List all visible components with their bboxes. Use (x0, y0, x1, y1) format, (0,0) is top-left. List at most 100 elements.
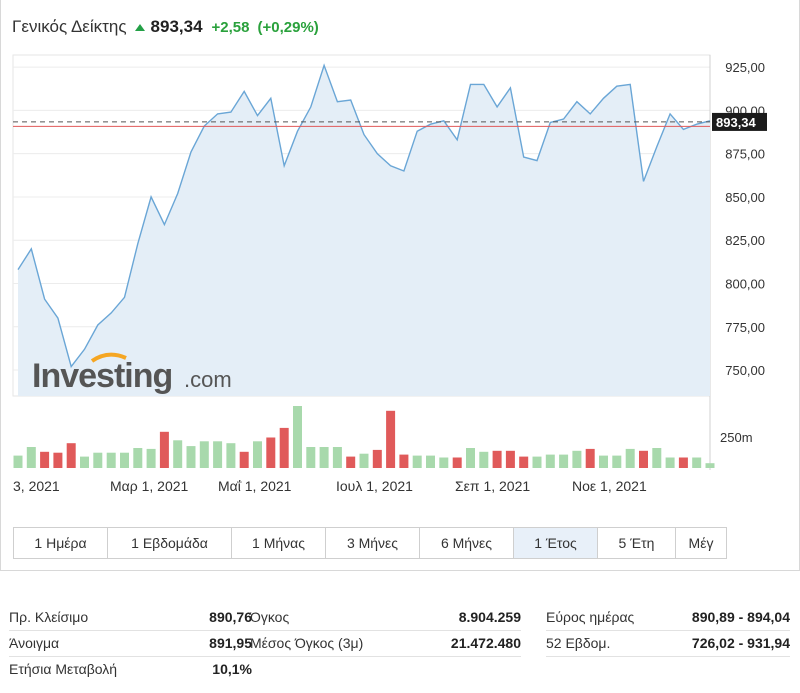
volume-bar (426, 455, 435, 468)
stats-column-1: Πρ. Κλείσιμο 890,76 Άνοιγμα 891,95 Ετήσια Με… (9, 605, 252, 682)
volume-bar (40, 451, 50, 468)
volume-bar (505, 450, 515, 468)
volume-bar (319, 447, 329, 468)
quote-header: Γενικός Δείκτης 893,34 +2,58 (+0,29%) (12, 14, 327, 40)
volume-bar (466, 448, 475, 468)
volume-bar (186, 446, 196, 468)
volume-bar (159, 431, 169, 468)
price-chart[interactable]: Investing .com 925,00900,00875,00850,008… (0, 40, 800, 500)
volume-bar (678, 457, 688, 468)
stat-value: 890,76 (209, 609, 252, 625)
tab-period[interactable]: Μέγ (688, 535, 714, 551)
y-tick-label: 775,00 (725, 320, 765, 335)
last-price-badge-label: 893,34 (716, 115, 757, 130)
stat-row: Μέσος Όγκος (3μ) 21.472.480 (250, 631, 521, 657)
stat-row: Εύρος ημέρας 890,89 - 894,04 (546, 605, 790, 631)
volume-bar (226, 443, 236, 468)
volume-bar (625, 448, 635, 468)
volume-bar (599, 455, 608, 468)
volume-bar (372, 449, 382, 468)
volume-bar (146, 448, 156, 468)
price-change-percent: (+0,29%) (257, 18, 319, 36)
x-axis: 3, 2021 Μαρ 1, 2021 Μαΐ 1, 2021 Ιουλ 1, 202… (13, 478, 647, 494)
volume-bar (585, 448, 595, 468)
volume-bar (66, 443, 76, 468)
last-price-badge: 893,34 (712, 112, 767, 131)
volume-bar (639, 450, 648, 468)
tab-period[interactable]: 1 Μήνας (232, 528, 326, 558)
y-axis: 925,00900,00875,00850,00825,00800,00775,… (720, 60, 765, 445)
price-change: +2,58 (211, 18, 250, 36)
volume-bar (13, 455, 23, 468)
volume-bar (332, 447, 342, 468)
up-arrow-icon (134, 23, 145, 31)
volume-bar (386, 410, 396, 468)
stat-value: 891,95 (209, 635, 252, 651)
volume-bar (399, 454, 409, 468)
stat-value: 21.472.480 (450, 635, 521, 651)
x-tick-label: Μαΐ 1, 2021 (218, 478, 292, 494)
y-tick-label: 850,00 (725, 190, 765, 205)
tab-period[interactable]: 1 Έτος (514, 528, 598, 558)
volume-bar (173, 440, 183, 468)
x-tick-label: Ιουλ 1, 2021 (336, 478, 413, 494)
stat-label: Πρ. Κλείσιμο (9, 609, 89, 625)
stats-column-3: Εύρος ημέρας 890,89 - 894,04 52 Εβδομ. 726,… (546, 605, 790, 657)
x-tick-label: Σεπ 1, 2021 (455, 478, 530, 494)
svg-text:Investing: Investing (32, 357, 172, 395)
volume-bar (239, 451, 249, 468)
investing-logo: Investing .com (32, 352, 232, 395)
volume-bar (26, 447, 36, 468)
volume-tick-label: 250m (720, 430, 753, 445)
tab-period[interactable]: 6 Μήνες (420, 528, 514, 558)
volume-bar (346, 456, 356, 468)
volume-bar (652, 448, 662, 468)
stat-value: 8.904.259 (458, 609, 521, 625)
x-tick-label: Μαρ 1, 2021 (110, 478, 189, 494)
volume-bar (106, 452, 116, 468)
stat-row: Όγκος 8.904.259 (250, 605, 521, 631)
x-tick-label: Νοε 1, 2021 (572, 478, 647, 494)
stat-value: 890,89 - 894,04 (691, 609, 790, 625)
stats-column-2: Όγκος 8.904.259 Μέσος Όγκος (3μ) 21.472.480 (250, 605, 521, 657)
volume-bar (213, 441, 223, 468)
stat-value: 10,1% (212, 661, 252, 677)
volume-bar (359, 453, 369, 468)
volume-bar (199, 441, 209, 468)
volume-bar (545, 454, 555, 468)
stat-row: 52 Εβδομ. 726,02 - 931,94 (546, 631, 790, 657)
stat-label: 52 Εβδομ. (546, 635, 611, 651)
stat-label: Ετήσια Μεταβολή (9, 661, 118, 677)
index-name: Γενικός Δείκτης (12, 17, 127, 36)
y-tick-label: 925,00 (725, 60, 765, 75)
last-price: 893,34 (150, 17, 203, 36)
stat-label: Άνοιγμα (9, 635, 60, 651)
stat-label: Μέσος Όγκος (3μ) (250, 635, 364, 651)
volume-bar (93, 452, 103, 468)
volume-bar (279, 427, 289, 468)
y-tick-label: 800,00 (725, 276, 765, 291)
stat-row: Άνοιγμα 891,95 (9, 631, 252, 657)
volume-bar (612, 455, 622, 468)
price-area (18, 65, 710, 397)
volume-bar (80, 456, 89, 468)
tab-period[interactable]: 5 Έτη (598, 528, 676, 558)
stat-label: Όγκος (250, 609, 290, 625)
volume-bar (665, 457, 675, 468)
tab-period[interactable]: 3 Μήνες (326, 528, 420, 558)
svg-text:.com: .com (184, 367, 232, 392)
y-tick-label: 825,00 (725, 233, 765, 248)
volume-bar (705, 463, 715, 468)
tab-period[interactable]: 1 Εβδομάδα (108, 528, 232, 558)
volume-bars (13, 406, 715, 468)
volume-bar (253, 441, 262, 468)
volume-bar (532, 456, 542, 468)
volume-bar (492, 450, 502, 468)
volume-bar (53, 452, 63, 468)
x-tick-label: 3, 2021 (13, 478, 60, 494)
volume-bar (412, 455, 422, 468)
stat-label: Εύρος ημέρας (546, 609, 635, 625)
tab-period[interactable]: 1 Ημέρα (14, 528, 108, 558)
y-tick-label: 875,00 (725, 147, 765, 162)
volume-bar (306, 447, 316, 468)
